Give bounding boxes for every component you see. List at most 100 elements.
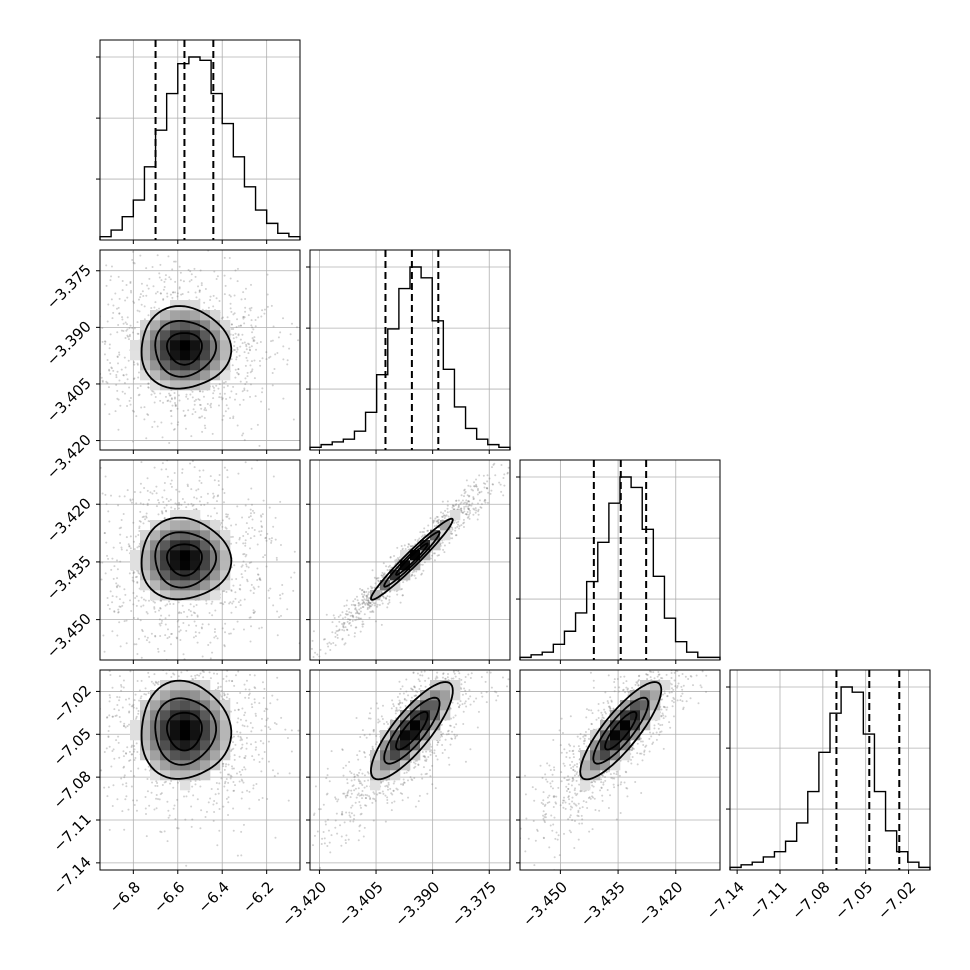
density-cell [200,560,211,571]
scatter-point [114,410,117,413]
scatter-point [351,619,354,622]
scatter-point [176,407,179,410]
scatter-point [139,254,142,257]
scatter-point [306,704,308,706]
scatter-point [136,387,139,390]
scatter-point [429,775,432,778]
scatter-point [155,794,158,797]
scatter-point [454,529,457,532]
scatter-point [252,586,255,589]
scatter-point [211,651,214,654]
scatter-point [482,482,485,485]
scatter-point [230,390,233,393]
scatter-point [95,716,97,718]
scatter-point [227,781,230,784]
scatter-point [97,411,99,413]
scatter-point [265,565,268,568]
scatter-point [328,641,331,644]
scatter-point [462,495,465,498]
scatter-point [145,693,148,696]
scatter-point [123,722,126,725]
scatter-point [123,765,126,768]
scatter-point [225,515,228,518]
scatter-point [101,663,103,665]
scatter-point [117,611,120,614]
scatter-point [436,520,439,523]
scatter-point [217,387,220,390]
scatter-point [96,321,98,323]
scatter-point [167,816,170,819]
scatter-point [198,475,201,478]
scatter-point [228,641,230,643]
density-cell [150,580,161,591]
scatter-point [376,605,379,608]
density-cell [180,780,191,791]
scatter-point [452,504,455,507]
scatter-point [346,628,349,631]
scatter-point [124,366,127,369]
scatter-point [266,305,269,308]
scatter-point [279,594,282,597]
scatter-point [148,633,150,635]
scatter-point [388,595,391,598]
scatter-point [128,335,131,338]
density-cell [390,570,401,581]
scatter-point [472,498,475,501]
scatter-point [139,293,142,296]
scatter-point [276,634,279,637]
scatter-point [173,260,176,263]
scatter-point [346,790,349,793]
scatter-point [251,331,254,334]
scatter-point [364,603,367,606]
scatter-point [178,503,181,506]
scatter-point [182,653,185,656]
scatter-point [201,430,204,433]
scatter-point [255,580,257,582]
scatter-point [250,561,253,564]
scatter-point [453,726,456,729]
scatter-point [203,301,206,304]
histogram-step-3 [729,686,931,870]
scatter-point [128,327,131,330]
scatter-point [141,628,144,631]
histogram-step-2 [519,476,721,660]
scatter-point [109,372,112,375]
scatter-point [113,650,115,652]
scatter-point [331,621,334,624]
scatter-point [58,253,60,255]
scatter-point [118,696,121,699]
scatter-point [185,864,188,867]
scatter-point [107,557,110,560]
scatter-point [249,309,252,312]
scatter-point [272,475,275,478]
scatter-point [191,785,194,788]
scatter-point [241,342,244,345]
scatter-point [288,772,291,775]
scatter-point [250,743,253,746]
scatter-point [209,406,212,409]
scatter-point [234,784,237,787]
scatter-point [131,576,134,579]
scatter-point [172,807,175,810]
scatter-point [201,655,204,658]
scatter-point [252,656,254,658]
scatter-point [103,750,106,753]
scatter-point [183,647,185,649]
scatter-point [363,598,366,601]
scatter-point [440,511,443,514]
scatter-point [106,716,109,719]
scatter-point [150,632,153,635]
scatter-point [116,568,119,571]
scatter-point [232,789,235,792]
scatter-point [263,308,266,311]
scatter-point [144,768,147,771]
scatter-point [177,675,180,678]
scatter-point [152,285,155,288]
scatter-point [176,503,179,506]
density-cell [200,740,211,751]
scatter-point [177,618,180,621]
scatter-point [158,307,161,310]
scatter-point [342,624,345,627]
scatter-point [217,792,220,795]
scatter-point [500,463,503,466]
